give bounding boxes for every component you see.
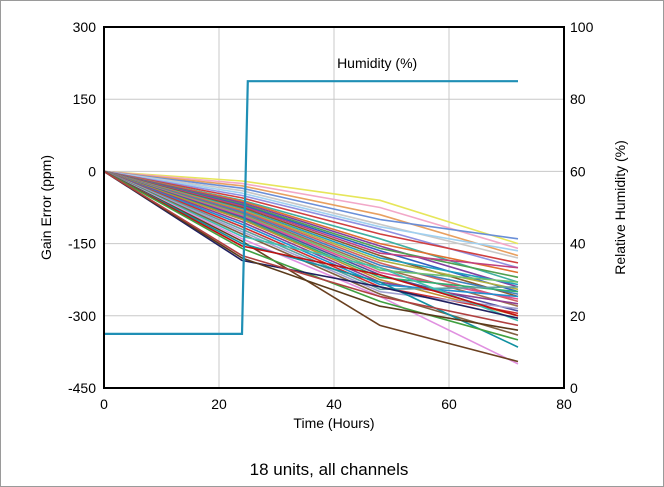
x-tick-label: 40 [326,396,342,412]
gain-error-series-line [103,170,519,291]
y2-tick-label: 80 [570,91,586,107]
y-tick-label: 300 [73,19,97,35]
y-tick-label: -150 [68,236,96,252]
y2-tick-labels: 100 80 60 40 20 0 [570,19,594,396]
gain-error-series-line [103,170,519,348]
y2-tick-label: 40 [570,236,586,252]
plot-border [103,26,565,389]
humidity-annotation: Humidity (%) [337,55,417,71]
gain-error-series-line [103,170,519,245]
gain-error-series-line [103,170,519,319]
x-tick-label: 0 [100,396,108,412]
gain-error-series-line [103,170,519,365]
y-tick-label: -300 [68,308,96,324]
x-tick-labels: 0 20 40 60 80 [100,396,572,412]
y2-axis-label: Relative Humidity (%) [612,140,628,275]
x-tick-label: 20 [211,396,227,412]
gain-error-lines [103,170,519,365]
gain-error-series-line [103,170,519,341]
y-tick-label: 150 [73,91,97,107]
x-tick-label: 60 [441,396,457,412]
y-tick-labels: 300 150 0 -150 -300 -450 [68,19,96,396]
humidity-line-group [104,80,518,335]
gain-error-series-line [103,170,519,264]
chart-caption: 18 units, all channels [250,460,409,479]
gain-error-series-line [103,170,519,310]
gain-error-series-line [103,170,519,363]
y2-tick-label: 100 [570,19,594,35]
y2-tick-label: 60 [570,163,586,179]
gain-error-series-line [103,170,519,317]
x-axis-label: Time (Hours) [293,415,374,431]
gain-error-series-line [103,170,519,252]
y2-tick-label: 20 [570,308,586,324]
gain-error-series-line [103,170,519,322]
gain-error-series-line [103,170,519,259]
y-tick-label: 0 [88,163,96,179]
y-axis-label: Gain Error (ppm) [38,155,54,260]
gain-error-series-line [103,170,519,257]
gain-error-series-line [103,170,519,317]
gain-error-series-line [103,170,519,298]
x-tick-label: 80 [556,396,572,412]
y2-tick-label: 0 [570,380,578,396]
gain-error-series-line [103,170,519,240]
gain-error-series-line [103,170,519,250]
y-tick-label: -450 [68,380,96,396]
gain-error-series-line [103,170,519,327]
gain-error-series-line [103,170,519,331]
humidity-series-line [104,80,518,335]
